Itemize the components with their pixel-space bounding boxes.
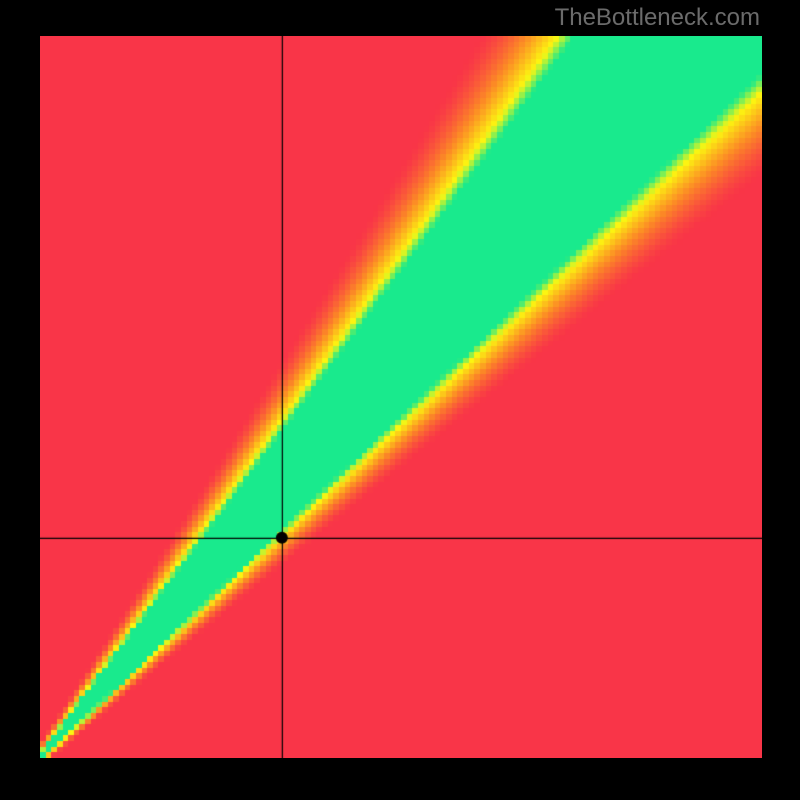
plot-area (40, 36, 762, 758)
chart-container: TheBottleneck.com (0, 0, 800, 800)
heatmap-canvas (40, 36, 762, 758)
attribution-text: TheBottleneck.com (555, 4, 760, 32)
